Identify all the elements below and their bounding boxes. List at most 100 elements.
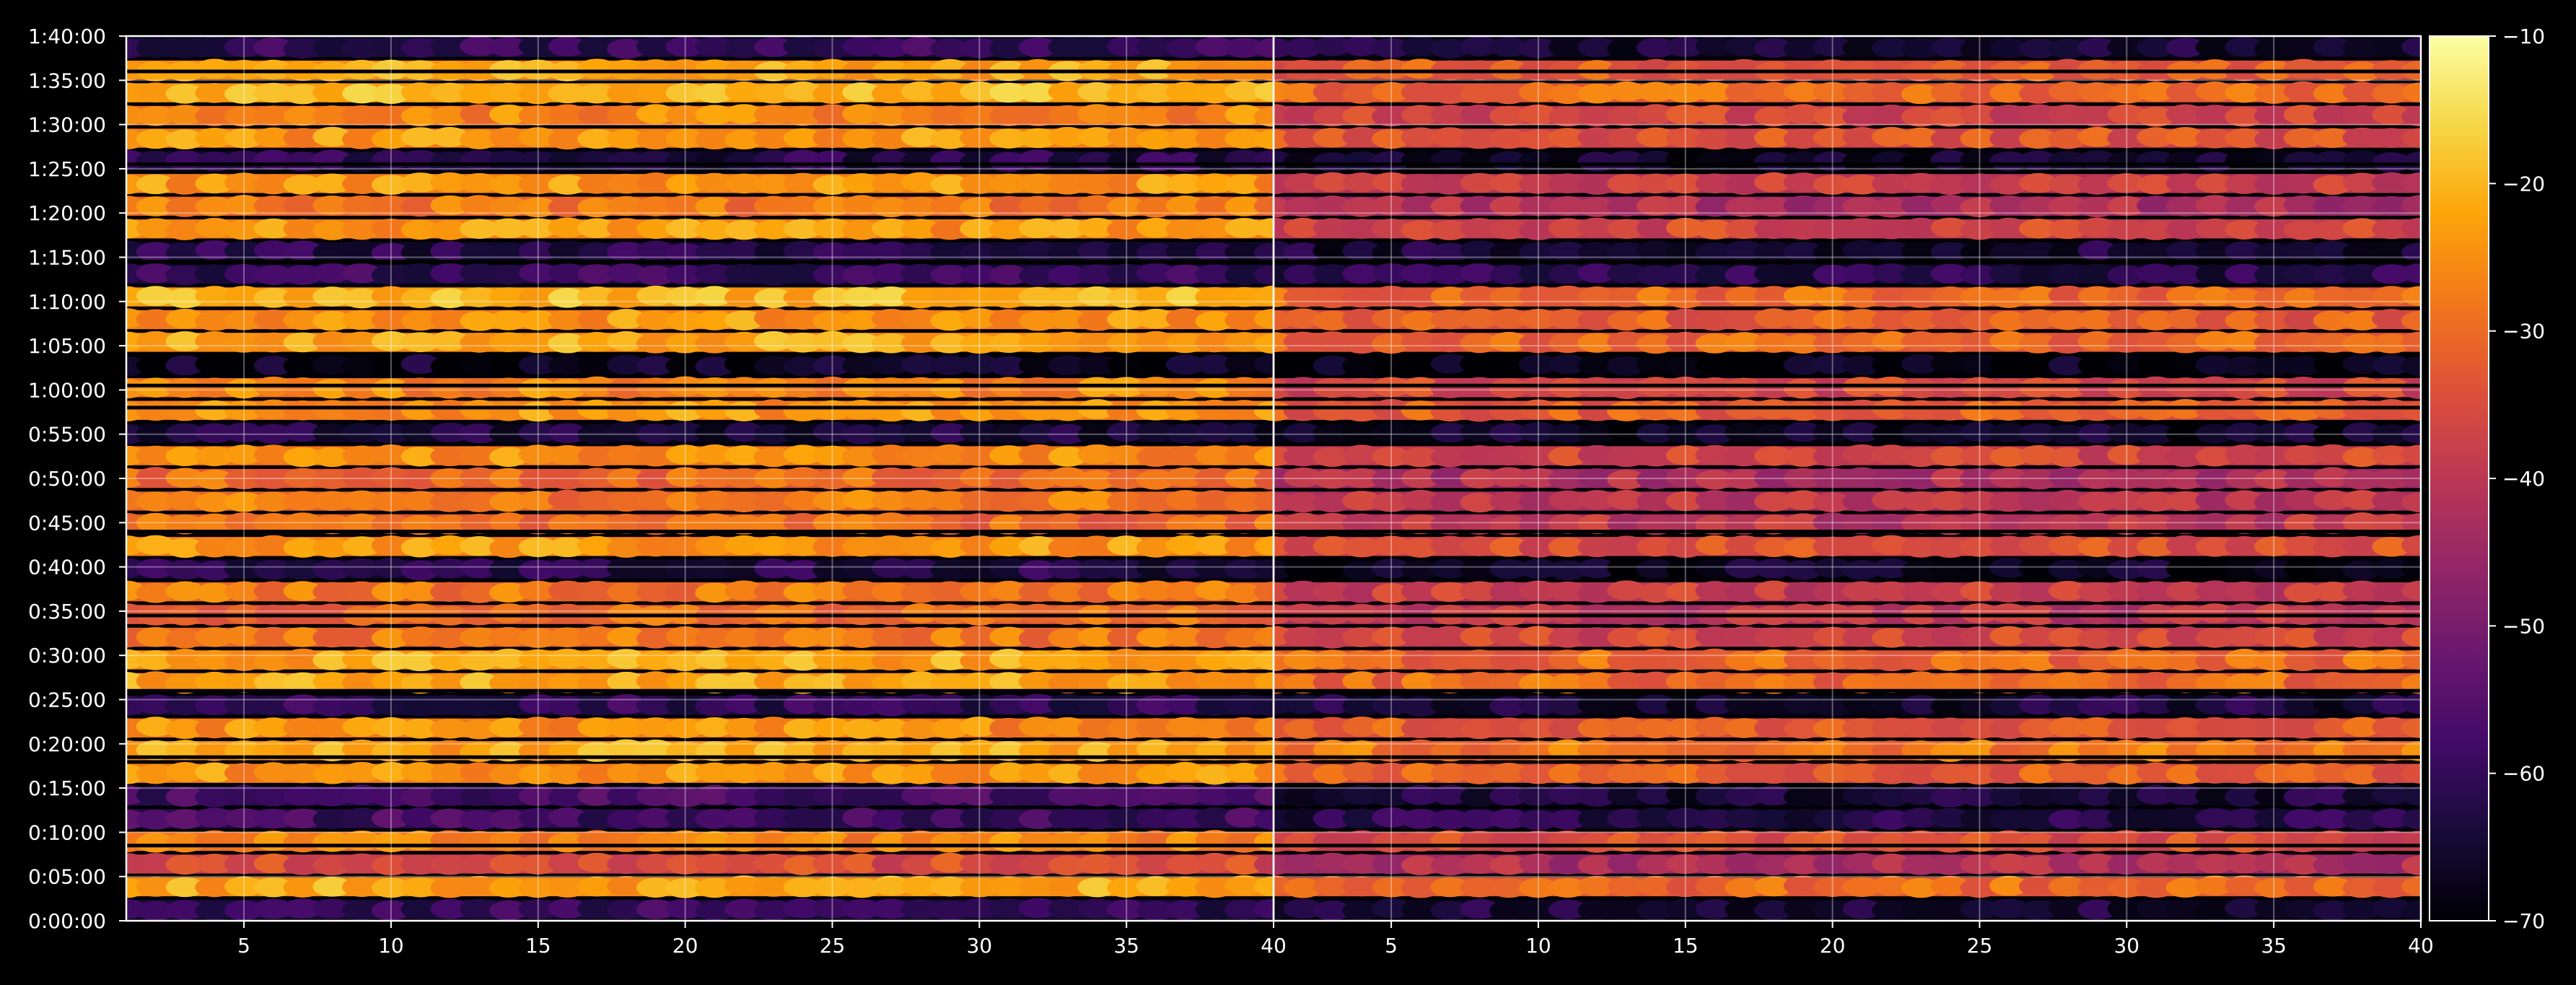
- heatmap-cell: [1136, 106, 1175, 127]
- heatmap-cell: [489, 626, 528, 647]
- heatmap-cell: [1489, 581, 1529, 602]
- heatmap-cell: [2019, 626, 2058, 647]
- heatmap-cell: [2283, 719, 2323, 739]
- heatmap-cell: [1372, 898, 1411, 919]
- heatmap-cell: [960, 264, 999, 285]
- heatmap-cell: [2342, 105, 2382, 126]
- heatmap-cell: [2225, 559, 2264, 579]
- heatmap-cell: [1665, 650, 1705, 671]
- heatmap-cell: [224, 354, 264, 375]
- heatmap-cell: [872, 718, 911, 739]
- heatmap-cell: [1637, 400, 1675, 421]
- heatmap-cell: [1018, 717, 1058, 737]
- heatmap-cell: [2372, 219, 2411, 240]
- heatmap-cell: [1018, 444, 1058, 465]
- heatmap-cell: [1195, 877, 1235, 898]
- heatmap-cell: [1725, 558, 1764, 579]
- heatmap-cell: [665, 421, 705, 442]
- heatmap-cell: [1901, 38, 1940, 58]
- heatmap-cell: [1283, 854, 1323, 874]
- heatmap-cell: [1165, 264, 1205, 285]
- heatmap-cell: [872, 467, 911, 488]
- heatmap-cell: [842, 807, 882, 828]
- heatmap-cell: [1518, 196, 1558, 216]
- y-tick-label: 0:50:00: [28, 467, 106, 491]
- heatmap-cell: [1548, 446, 1587, 466]
- heatmap-cell: [930, 719, 970, 739]
- heatmap-cell: [2225, 356, 2264, 377]
- heatmap-cell: [1813, 82, 1852, 102]
- heatmap-cell: [400, 854, 440, 875]
- heatmap-cell: [1195, 445, 1235, 465]
- heatmap-cell: [518, 717, 558, 737]
- heatmap-cell: [842, 377, 882, 398]
- heatmap-cell: [1577, 286, 1617, 307]
- heatmap-cell: [1225, 468, 1264, 489]
- heatmap-cell: [1813, 626, 1852, 647]
- heatmap-cell: [1518, 263, 1558, 284]
- heatmap-cell: [400, 761, 440, 782]
- heatmap-cell: [518, 445, 558, 465]
- heatmap-cell: [1813, 763, 1852, 784]
- heatmap-cell: [1577, 310, 1617, 330]
- heatmap-cell: [1725, 286, 1764, 307]
- heatmap-cell: [2048, 898, 2087, 919]
- heatmap-cell: [1637, 446, 1675, 467]
- heatmap-cell: [2401, 424, 2421, 445]
- heatmap-cell: [1048, 467, 1087, 487]
- heatmap-cell: [548, 603, 587, 624]
- heatmap-cell: [2165, 286, 2205, 306]
- heatmap-cell: [1665, 36, 1705, 57]
- heatmap-cell: [1313, 218, 1352, 239]
- heatmap-cell: [1401, 560, 1440, 580]
- heatmap-cell: [342, 467, 382, 488]
- heatmap-cell: [2048, 219, 2087, 240]
- heatmap-cell: [312, 672, 352, 692]
- heatmap-cell: [2195, 490, 2235, 511]
- heatmap-cell: [1665, 854, 1705, 875]
- heatmap-cell: [1960, 877, 1999, 898]
- heatmap-cell: [783, 536, 823, 556]
- heatmap-cell: [312, 126, 352, 147]
- heatmap-cell: [872, 38, 911, 58]
- heatmap-cell: [1754, 241, 1794, 261]
- heatmap-cell: [1254, 308, 1274, 329]
- heatmap-cell: [607, 196, 647, 216]
- heatmap-cell: [1548, 263, 1587, 284]
- heatmap-cell: [1136, 739, 1175, 760]
- heatmap-cell: [1077, 82, 1117, 102]
- heatmap-cell: [930, 832, 970, 853]
- heatmap-cell: [2342, 786, 2382, 807]
- heatmap-cell: [1637, 491, 1675, 512]
- heatmap-cell: [1813, 377, 1852, 398]
- heatmap-cell: [665, 626, 705, 647]
- heatmap-cell: [1695, 355, 1735, 376]
- heatmap-cell: [1637, 854, 1675, 875]
- heatmap-cell: [960, 785, 999, 806]
- heatmap-cell: [460, 129, 499, 149]
- heatmap-cell: [724, 763, 764, 784]
- heatmap-cell: [342, 627, 382, 648]
- heatmap-cell: [1254, 740, 1274, 761]
- heatmap-cell: [1725, 377, 1764, 398]
- heatmap-cell: [872, 83, 911, 104]
- heatmap-cell: [665, 878, 705, 898]
- y-tick-label: 0:30:00: [28, 644, 106, 667]
- heatmap-cell: [930, 82, 970, 102]
- heatmap-cell: [1960, 536, 1999, 557]
- heatmap-cell: [724, 421, 764, 442]
- heatmap-cell: [989, 536, 1029, 557]
- heatmap-cell: [2165, 240, 2205, 261]
- heatmap-cell: [812, 58, 852, 79]
- heatmap-cell: [489, 491, 528, 512]
- heatmap-cell: [2283, 288, 2323, 308]
- heatmap-cell: [783, 673, 823, 694]
- heatmap-cell: [2254, 582, 2294, 602]
- heatmap-cell: [1018, 763, 1058, 784]
- heatmap-cell: [1107, 333, 1147, 354]
- heatmap-cell: [2342, 196, 2382, 216]
- heatmap-cell: [400, 581, 440, 602]
- heatmap-cell: [2107, 694, 2147, 714]
- heatmap-cell: [548, 787, 587, 807]
- heatmap-cell: [989, 265, 1029, 285]
